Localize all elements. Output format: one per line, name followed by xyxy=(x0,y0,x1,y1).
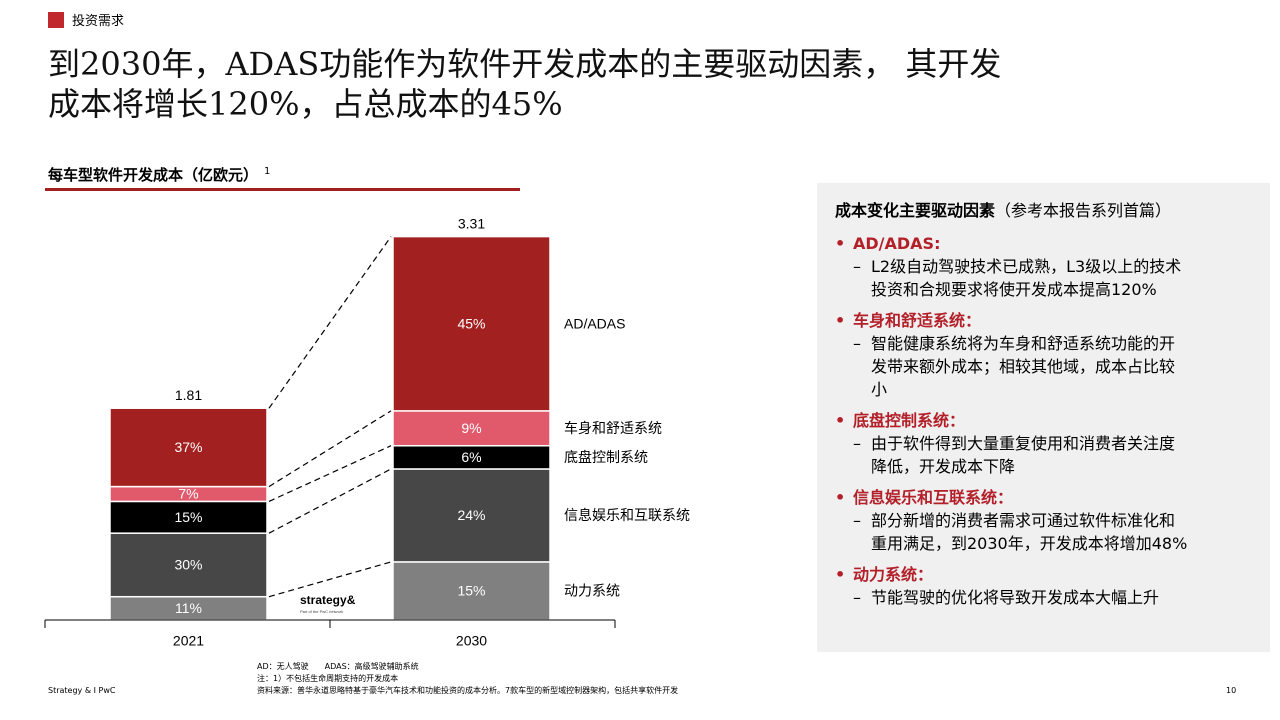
driver-item: AD/ADAS:L2级自动驾驶技术已成熟，L3级以上的技术投资和合规要求将使开发… xyxy=(835,232,1254,301)
chart: 11% 30% 15% 7% 37% 1.81 2021 15% 动力系统 24% 信息娱乐和互联系… xyxy=(44,215,690,649)
driver-item: 车身和舒适系统：智能健康系统将为车身和舒适系统功能的开发带来额外成本；相较其他域… xyxy=(835,309,1254,401)
chart-title-text: 每车型软件开发成本（亿欧元） xyxy=(48,166,259,184)
logo-sub: Part of the PwC network xyxy=(300,609,343,614)
total-label: 1.81 xyxy=(175,387,202,403)
legend-label: 动力系统 xyxy=(564,583,620,599)
driver-text: 降低，开发成本下降 xyxy=(871,457,1016,476)
panel-title: 成本变化主要驱动因素（参考本报告系列首篇） xyxy=(835,199,1254,222)
slide-title: 到2030年，ADAS功能作为软件开发成本的主要驱动因素， 其开发 成本将增长1… xyxy=(48,44,1001,124)
driver-heading: AD/ADAS: xyxy=(835,232,1254,255)
chart-title: 每车型软件开发成本（亿欧元） 1 xyxy=(48,164,270,185)
segment-label: 6% xyxy=(461,449,481,465)
segment-label: 37% xyxy=(174,439,202,455)
legend-label: 信息娱乐和互联系统 xyxy=(564,507,690,523)
driver-text: 部分新增的消费者需求可通过软件标准化和 xyxy=(835,509,1254,532)
legend-label: AD/ADAS xyxy=(564,315,625,331)
chart-title-note: 1 xyxy=(264,166,271,177)
segment-label: 30% xyxy=(174,557,202,573)
segment-label: 24% xyxy=(457,507,485,523)
driver-text: 发带来额外成本；相较其他域，成本占比较 xyxy=(871,357,1176,376)
connector xyxy=(268,445,392,502)
connector xyxy=(268,561,392,598)
driver-text: 智能健康系统将为车身和舒适系统功能的开 xyxy=(835,332,1254,355)
connector xyxy=(268,468,392,534)
bar-segment xyxy=(392,235,551,412)
title-line: 到2030年，ADAS功能作为软件开发成本的主要驱动因素， 其开发 xyxy=(48,45,1002,83)
x-tick-label: 2021 xyxy=(173,633,204,649)
bar-segment xyxy=(392,410,551,447)
driver-heading: 底盘控制系统： xyxy=(835,409,1254,432)
legend-label: 车身和舒适系统 xyxy=(564,420,662,436)
section-icon xyxy=(48,11,64,28)
driver-heading: 动力系统： xyxy=(835,563,1254,586)
bar-segment xyxy=(392,468,551,563)
driver-item: 信息娱乐和互联系统：部分新增的消费者需求可通过软件标准化和重用满足，到2030年… xyxy=(835,486,1254,555)
section-text: 投资需求 xyxy=(72,14,125,29)
segment-label: 15% xyxy=(457,583,485,599)
driver-heading: 车身和舒适系统： xyxy=(835,309,1254,332)
driver-text: 投资和合规要求将使开发成本提高120% xyxy=(871,280,1157,299)
drivers-panel: 成本变化主要驱动因素（参考本报告系列首篇） AD/ADAS:L2级自动驾驶技术已… xyxy=(817,183,1270,652)
connector xyxy=(268,410,392,488)
legend-label: 底盘控制系统 xyxy=(564,449,648,465)
panel-title-note: （参考本报告系列首篇） xyxy=(995,201,1172,220)
driver-text: 重用满足，到2030年，开发成本将增加48% xyxy=(871,534,1188,553)
segment-label: 7% xyxy=(178,486,198,502)
footnote: 注：1）不包括生命周期支持的开发成本 xyxy=(257,674,399,683)
panel-items: AD/ADAS:L2级自动驾驶技术已成熟，L3级以上的技术投资和合规要求将使开发… xyxy=(835,232,1254,609)
brand: Strategy & I PwC xyxy=(48,686,116,695)
driver-text: 由于软件得到大量重复使用和消费者关注度 xyxy=(835,432,1254,455)
footnotes: AD：无人驾驶 ADAS：高级驾驶辅助系统 注：1）不包括生命周期支持的开发成本… xyxy=(257,661,678,697)
title-line: 成本将增长120%，占总成本的45% xyxy=(48,85,563,123)
chart-rule xyxy=(45,188,520,191)
segment-label: 9% xyxy=(461,420,481,436)
bar-segment xyxy=(392,561,551,621)
driver-item: 动力系统：节能驾驶的优化将导致开发成本大幅上升 xyxy=(835,563,1254,609)
panel-title-text: 成本变化主要驱动因素 xyxy=(835,201,996,220)
x-tick-label: 2030 xyxy=(456,633,487,649)
bar-segment xyxy=(109,407,268,488)
driver-text: L2级自动驾驶技术已成熟，L3级以上的技术 xyxy=(835,255,1254,278)
connector xyxy=(268,236,392,409)
logo: strategy& xyxy=(300,593,356,607)
driver-heading: 信息娱乐和互联系统： xyxy=(835,486,1254,509)
page-number: 10 xyxy=(1226,686,1237,695)
segment-label: 11% xyxy=(175,600,202,616)
footnote: 资料来源：普华永道思略特基于豪华汽车技术和功能投资的成本分析。7款车型的新型域控… xyxy=(257,686,679,695)
segment-label: 15% xyxy=(174,509,202,525)
bar-segment xyxy=(109,532,268,598)
footnote: AD：无人驾驶 ADAS：高级驾驶辅助系统 xyxy=(257,662,419,671)
driver-text: 节能驾驶的优化将导致开发成本大幅上升 xyxy=(835,586,1254,609)
total-label: 3.31 xyxy=(458,215,485,231)
driver-text: 小 xyxy=(871,380,888,399)
section-label: 投资需求 xyxy=(48,10,124,29)
segment-label: 45% xyxy=(457,315,485,331)
